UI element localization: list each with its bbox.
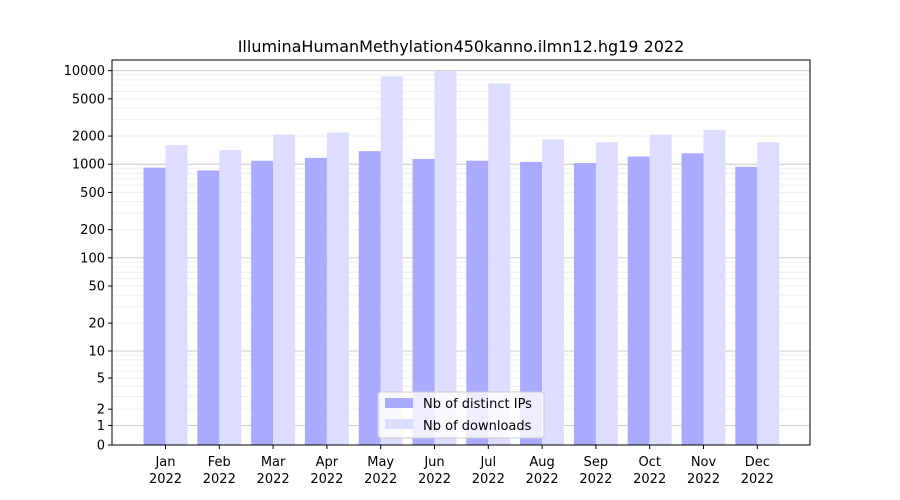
bar-distinct-ips-feb [197, 170, 220, 445]
bar-distinct-ips-dec [735, 166, 758, 445]
bar-downloads-jan [165, 145, 188, 445]
bar-distinct-ips-oct [627, 156, 650, 445]
bar-distinct-ips-apr [304, 157, 327, 445]
x-tick-label-year: 2022 [579, 472, 612, 487]
x-tick-label-year: 2022 [418, 472, 451, 487]
x-tick-label-year: 2022 [203, 472, 236, 487]
y-tick-label: 2 [97, 403, 105, 418]
bar-downloads-feb [219, 149, 242, 445]
y-axis: 0 12 5 10 20 50 100 200 500 1000 2000 5000 10000 [64, 64, 112, 454]
bar-distinct-ips-mar [251, 160, 274, 445]
legend-swatch-distinct-ips [385, 398, 413, 408]
x-tick-label-month: May [367, 455, 394, 470]
legend-label-distinct-ips: Nb of distinct IPs [423, 397, 532, 412]
y-tick-label: 10000 [64, 64, 105, 79]
bar-downloads-jul [488, 83, 511, 446]
y-tick-label: 10 [88, 345, 105, 360]
bar-downloads-jun [434, 71, 457, 445]
x-axis: Jan 2022 Feb 2022 Mar 2022 Apr 2022 May 2022 Jun 20… [149, 445, 774, 487]
y-tick-label: 100 [80, 251, 105, 266]
legend-swatch-downloads [385, 419, 413, 429]
legend: Nb of distinct IPs Nb of downloads [377, 391, 545, 439]
bar-distinct-ips-nov [681, 153, 704, 445]
bar-distinct-ips-jan [143, 167, 166, 446]
x-tick-label-month: Dec [745, 455, 770, 470]
x-tick-label-month: Oct [638, 455, 660, 470]
x-tick-label-month: Nov [691, 455, 717, 470]
x-tick-label-year: 2022 [741, 472, 774, 487]
y-tick-label: 5000 [72, 92, 105, 107]
x-tick-label-month: Feb [208, 455, 231, 470]
x-tick-label-year: 2022 [472, 472, 505, 487]
bars [143, 71, 780, 446]
x-tick-label-year: 2022 [149, 472, 182, 487]
x-tick-label-month: Mar [261, 455, 286, 470]
bar-downloads-may [380, 76, 403, 445]
legend-label-downloads: Nb of downloads [423, 419, 532, 434]
bar-distinct-ips-may [358, 151, 381, 445]
y-tick-label: 500 [80, 186, 105, 201]
bar-distinct-ips-aug [520, 161, 543, 445]
bar-downloads-oct [649, 134, 672, 446]
x-tick-label-year: 2022 [257, 472, 290, 487]
x-tick-label-year: 2022 [364, 472, 397, 487]
chart-title: IlluminaHumanMethylation450kanno.ilmn12.… [238, 37, 685, 56]
x-tick-label-month: Jul [479, 455, 496, 470]
bar-downloads-nov [703, 130, 726, 445]
x-tick-label-year: 2022 [310, 472, 343, 487]
bar-downloads-mar [273, 134, 296, 446]
bar-distinct-ips-jun [412, 158, 435, 445]
bar-distinct-ips-jul [466, 160, 489, 445]
x-tick-label-year: 2022 [687, 472, 720, 487]
y-tick-label: 20 [88, 317, 105, 332]
x-tick-label-year: 2022 [526, 472, 559, 487]
x-tick-label-month: Sep [584, 455, 609, 470]
y-tick-label: 1000 [72, 158, 105, 173]
y-tick-label: 50 [88, 279, 105, 294]
legend-box [377, 391, 545, 439]
x-tick-label-year: 2022 [633, 472, 666, 487]
x-tick-label-month: Aug [529, 455, 554, 470]
bar-downloads-apr [326, 132, 349, 445]
y-tick-label: 2000 [72, 130, 105, 145]
bar-downloads-aug [542, 139, 565, 445]
x-tick-label-month: Jun [423, 455, 444, 470]
bar-distinct-ips-sep [573, 163, 596, 445]
y-tick-label: 200 [80, 223, 105, 238]
y-tick-label: 1 [97, 419, 105, 434]
x-tick-label-month: Jan [154, 455, 175, 470]
y-tick-label: 0 [97, 439, 105, 454]
bar-downloads-dec [757, 142, 780, 445]
bar-downloads-sep [595, 142, 618, 445]
plot-frame [111, 59, 811, 446]
y-tick-label: 5 [97, 372, 105, 387]
x-tick-label-month: Apr [316, 455, 339, 470]
